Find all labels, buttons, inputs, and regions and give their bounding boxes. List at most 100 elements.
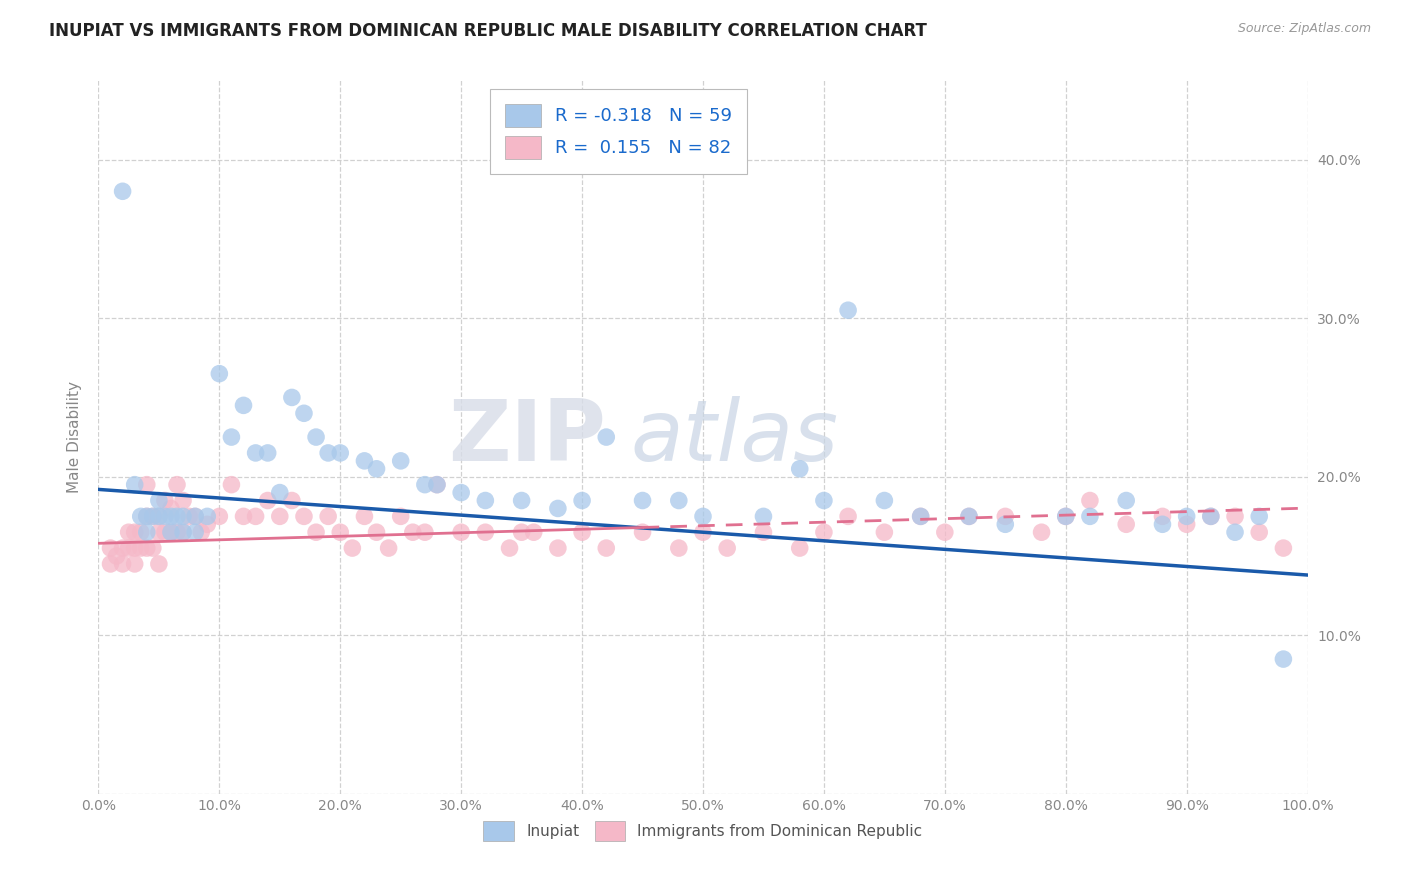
Point: [1175, 517, 1198, 532]
Point: [232, 509, 254, 524]
Text: atlas: atlas: [630, 395, 838, 479]
Point: [316, 446, 339, 460]
Point: [172, 525, 194, 540]
Point: [129, 509, 152, 524]
Point: [595, 541, 617, 555]
Point: [195, 517, 218, 532]
Point: [813, 493, 835, 508]
Y-axis label: Male Disability: Male Disability: [67, 381, 83, 493]
Point: [547, 501, 569, 516]
Point: [571, 525, 593, 540]
Point: [450, 525, 472, 540]
Point: [873, 493, 896, 508]
Point: [426, 477, 449, 491]
Point: [100, 557, 122, 571]
Point: [118, 541, 141, 555]
Point: [342, 541, 364, 555]
Point: [269, 509, 291, 524]
Point: [1199, 509, 1222, 524]
Point: [957, 509, 980, 524]
Point: [135, 541, 157, 555]
Point: [474, 493, 496, 508]
Point: [1031, 525, 1053, 540]
Point: [1199, 509, 1222, 524]
Point: [752, 509, 775, 524]
Point: [523, 525, 546, 540]
Point: [172, 493, 194, 508]
Point: [910, 509, 932, 524]
Point: [716, 541, 738, 555]
Text: ZIP: ZIP: [449, 395, 606, 479]
Point: [184, 525, 207, 540]
Point: [498, 541, 520, 555]
Point: [934, 525, 956, 540]
Point: [595, 430, 617, 444]
Point: [105, 549, 128, 563]
Point: [148, 509, 170, 524]
Point: [426, 477, 449, 491]
Point: [232, 398, 254, 412]
Point: [994, 517, 1017, 532]
Point: [111, 184, 134, 198]
Point: [166, 525, 188, 540]
Point: [172, 525, 194, 540]
Point: [510, 493, 533, 508]
Point: [957, 509, 980, 524]
Point: [1175, 509, 1198, 524]
Point: [124, 525, 146, 540]
Point: [1152, 517, 1174, 532]
Point: [148, 509, 170, 524]
Point: [221, 430, 243, 444]
Point: [353, 454, 375, 468]
Point: [571, 493, 593, 508]
Point: [1115, 493, 1137, 508]
Point: [450, 485, 472, 500]
Point: [184, 509, 207, 524]
Point: [910, 509, 932, 524]
Point: [305, 525, 328, 540]
Point: [135, 525, 157, 540]
Point: [153, 509, 176, 524]
Point: [142, 541, 165, 555]
Point: [474, 525, 496, 540]
Point: [389, 454, 412, 468]
Text: INUPIAT VS IMMIGRANTS FROM DOMINICAN REPUBLIC MALE DISABILITY CORRELATION CHART: INUPIAT VS IMMIGRANTS FROM DOMINICAN REP…: [49, 22, 927, 40]
Point: [208, 509, 231, 524]
Point: [281, 391, 304, 405]
Point: [1249, 509, 1271, 524]
Point: [153, 525, 176, 540]
Point: [153, 493, 176, 508]
Point: [256, 446, 278, 460]
Point: [166, 477, 188, 491]
Point: [631, 493, 654, 508]
Point: [124, 477, 146, 491]
Point: [208, 367, 231, 381]
Point: [245, 509, 267, 524]
Point: [1249, 525, 1271, 540]
Point: [221, 477, 243, 491]
Point: [160, 525, 183, 540]
Point: [752, 525, 775, 540]
Point: [994, 509, 1017, 524]
Point: [111, 541, 134, 555]
Point: [1223, 525, 1246, 540]
Point: [160, 525, 183, 540]
Point: [142, 509, 165, 524]
Point: [789, 462, 811, 476]
Point: [1054, 509, 1077, 524]
Point: [353, 509, 375, 524]
Point: [100, 541, 122, 555]
Point: [148, 557, 170, 571]
Point: [269, 485, 291, 500]
Point: [166, 509, 188, 524]
Point: [329, 446, 352, 460]
Point: [402, 525, 425, 540]
Point: [292, 509, 315, 524]
Point: [389, 509, 412, 524]
Point: [366, 525, 388, 540]
Point: [366, 462, 388, 476]
Point: [510, 525, 533, 540]
Point: [692, 509, 714, 524]
Point: [281, 493, 304, 508]
Point: [172, 509, 194, 524]
